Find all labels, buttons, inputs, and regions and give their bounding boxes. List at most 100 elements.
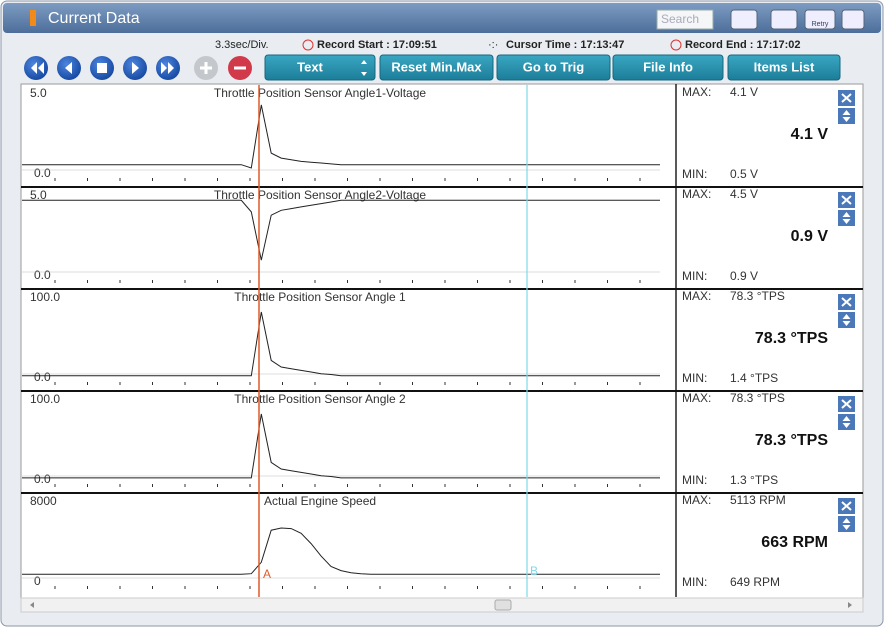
min-label: MIN: <box>682 167 707 181</box>
icon <box>200 62 212 74</box>
remove-icon <box>841 399 852 409</box>
min-value: 1.3 °TPS <box>730 473 778 487</box>
reorder-button[interactable] <box>838 516 855 532</box>
max-value: 5113 RPM <box>730 493 786 507</box>
panel-title: Throttle Position Sensor Angle 1 <box>234 290 406 304</box>
signal-trace <box>22 413 660 479</box>
scrollbar[interactable] <box>20 597 864 613</box>
min-value: 649 RPM <box>730 575 780 589</box>
toolbar-button[interactable] <box>379 54 494 81</box>
icon <box>97 63 107 73</box>
max-value: 4.5 V <box>730 187 758 201</box>
reorder-button[interactable] <box>838 108 855 124</box>
search-placeholder: Search <box>661 12 699 26</box>
cursor-b-label: B <box>530 564 538 578</box>
y-tick-label: 5.0 <box>30 86 47 100</box>
min-value: 1.4 °TPS <box>730 371 778 385</box>
window-title: Current Data <box>48 10 140 27</box>
toolbar-button-label: Items List <box>754 59 815 74</box>
record-end-icon <box>670 39 682 51</box>
list-button[interactable] <box>770 9 798 30</box>
search-button[interactable] <box>730 9 758 30</box>
y-tick-label: 100.0 <box>30 392 60 406</box>
signal-trace <box>22 104 660 169</box>
toolbar-button[interactable] <box>496 54 611 81</box>
playback-controls <box>24 56 252 80</box>
toolbar-button-label: Go to Trig <box>523 59 584 74</box>
scroll-thumb[interactable] <box>494 599 512 611</box>
scroll-right[interactable] <box>848 602 852 608</box>
scroll-left[interactable] <box>30 602 34 608</box>
icon <box>31 62 44 74</box>
current-value: 4.1 V <box>791 126 829 143</box>
reorder-icon <box>842 518 851 530</box>
title-icon <box>30 10 36 26</box>
remove-icon <box>841 93 852 103</box>
max-label: MAX: <box>682 187 711 201</box>
toolbar-button-label: Reset Min.Max <box>391 59 482 74</box>
min-label: MIN: <box>682 575 707 589</box>
remove-icon <box>841 501 852 511</box>
remove-icon <box>841 297 852 307</box>
toolbar-button-label: Text <box>297 59 323 74</box>
panels: 0.0 5.0 Throttle Position Sensor Angle1-Vo… <box>21 85 863 589</box>
min-label: MIN: <box>682 269 707 283</box>
reorder-icon <box>842 212 851 224</box>
max-label: MAX: <box>682 85 711 99</box>
remove-icon <box>841 195 852 205</box>
maximize-button[interactable] <box>841 9 865 30</box>
reorder-button[interactable] <box>838 312 855 328</box>
y-tick-label: 5.0 <box>30 188 47 202</box>
cursor-a-label: A <box>263 567 271 581</box>
toolbar-button[interactable] <box>264 54 376 81</box>
signal-trace <box>22 527 660 575</box>
toolbar-button[interactable] <box>727 54 841 81</box>
signal-trace <box>22 199 660 261</box>
reorder-button[interactable] <box>838 414 855 430</box>
cursor-time: Cursor Time : 17:13:47 <box>506 39 624 51</box>
min-label: MIN: <box>682 473 707 487</box>
reorder-icon <box>842 110 851 122</box>
min-label: MIN: <box>682 371 707 385</box>
panel-title: Actual Engine Speed <box>264 494 376 508</box>
time-per-division: 3.3sec/Div. <box>215 39 269 51</box>
retry-label: Retry <box>812 21 829 28</box>
plot-area <box>20 83 864 599</box>
max-value: 78.3 °TPS <box>730 289 785 303</box>
icon <box>132 62 139 74</box>
reorder-icon <box>842 416 851 428</box>
y-tick-label: 0 <box>34 574 41 588</box>
toolbar-button[interactable] <box>612 54 724 81</box>
y-tick-label: 8000 <box>30 494 57 508</box>
y-tick-label: 0.0 <box>34 166 51 180</box>
record-end: Record End : 17:17:02 <box>685 39 801 51</box>
search-box[interactable] <box>656 9 714 30</box>
icon <box>161 62 174 74</box>
current-value: 663 RPM <box>761 534 828 551</box>
max-label: MAX: <box>682 289 711 303</box>
panel-title: Throttle Position Sensor Angle 2 <box>234 392 406 406</box>
reorder-button[interactable] <box>838 210 855 226</box>
y-tick-label: 0.0 <box>34 268 51 282</box>
record-start-icon <box>302 39 314 51</box>
spinner-icon <box>361 60 367 76</box>
panel-title: Throttle Position Sensor Angle2-Voltage <box>214 188 426 202</box>
icon <box>65 62 72 74</box>
y-tick-label: 0.0 <box>34 370 51 384</box>
min-value: 0.9 V <box>730 269 758 283</box>
retry-button[interactable] <box>804 9 836 30</box>
record-start: Record Start : 17:09:51 <box>317 39 437 51</box>
panel-title: Throttle Position Sensor Angle1-Voltage <box>214 86 426 100</box>
toolbar-button-label: File Info <box>643 59 693 74</box>
signal-trace <box>22 311 660 377</box>
max-value: 4.1 V <box>730 85 758 99</box>
cursor-icon: ·:· <box>488 39 498 51</box>
toolbar-buttons: Text Reset Min.Max Go to Trig File Info Item… <box>264 54 841 81</box>
reorder-icon <box>842 314 851 326</box>
current-value: 78.3 °TPS <box>755 330 828 347</box>
y-tick-label: 100.0 <box>30 290 60 304</box>
current-value: 78.3 °TPS <box>755 432 828 449</box>
min-value: 0.5 V <box>730 167 758 181</box>
max-label: MAX: <box>682 493 711 507</box>
